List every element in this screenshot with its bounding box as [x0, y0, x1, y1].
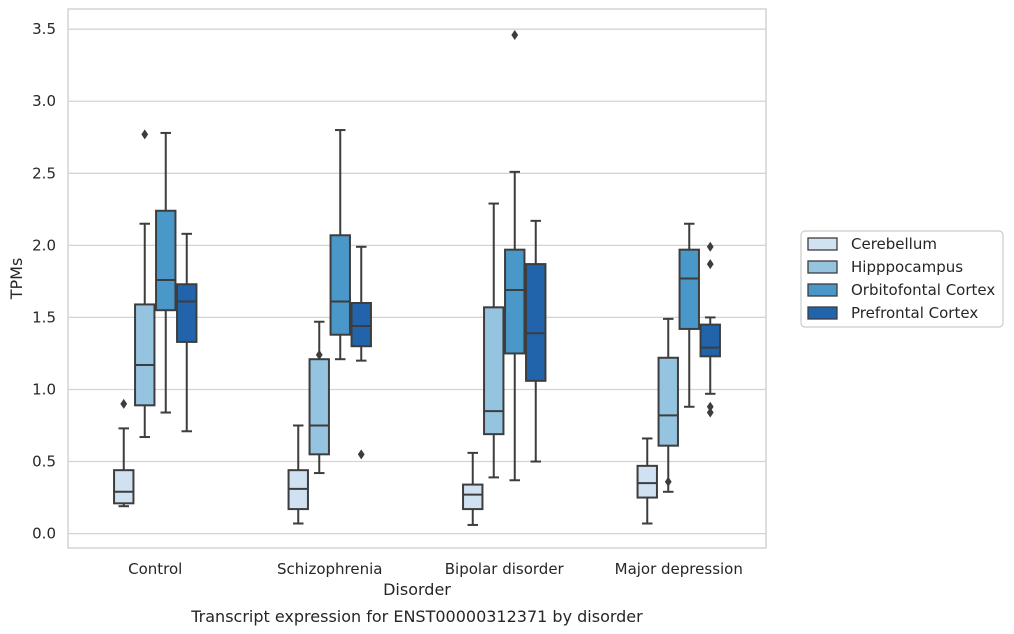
box-body [350, 302, 372, 348]
box-body [176, 283, 198, 343]
y-tick-label: 0.5 [32, 453, 56, 471]
box-cerebellum [636, 437, 658, 525]
outlier-point [315, 349, 323, 360]
outlier-point [664, 476, 672, 487]
box-orbitofontal-cortex [155, 131, 177, 414]
outlier-point [706, 407, 714, 418]
x-tick-label: Schizophrenia [277, 560, 382, 578]
x-axis-ticks: Control Schizophrenia Bipolar disorder Majo… [128, 560, 743, 578]
legend-label: Cerebellum [851, 235, 937, 253]
legend-label: Prefrontal Cortex [851, 304, 978, 322]
outlier-point [120, 398, 128, 409]
box-prefrontal-cortex [350, 245, 372, 460]
box-body [504, 248, 526, 355]
y-tick-label: 2.5 [32, 164, 56, 182]
legend-swatch [807, 237, 838, 251]
legend-label: Orbitofontal Cortex [851, 281, 995, 299]
y-axis-label: TPMs [7, 258, 26, 301]
box-body [657, 356, 679, 447]
box-prefrontal-cortex [176, 232, 198, 433]
y-tick-label: 1.0 [32, 380, 56, 398]
box-body [636, 464, 658, 499]
box-body [699, 323, 721, 358]
box-body [329, 234, 351, 336]
x-tick-label: Major depression [615, 560, 743, 578]
legend: Cerebellum Hipppocampus Orbitofontal Corte… [800, 230, 1004, 328]
box-body [134, 303, 156, 407]
box-orbitofontal-cortex [504, 29, 526, 482]
box-cerebellum [287, 424, 309, 525]
box-orbitofontal-cortex [678, 222, 700, 408]
legend-frame [800, 230, 1004, 328]
legend-swatch [807, 283, 838, 297]
plot-frame [67, 8, 767, 549]
y-axis-ticks: 0.0 0.5 1.0 1.5 2.0 2.5 3.0 3.5 [32, 20, 56, 542]
box-prefrontal-cortex [525, 219, 547, 463]
box-hipppocampus [483, 202, 505, 479]
outlier-point [706, 401, 714, 412]
y-tick-label: 3.0 [32, 92, 56, 110]
outlier-point [141, 129, 149, 140]
x-tick-label: Bipolar disorder [445, 560, 565, 578]
outlier-point [706, 259, 714, 270]
box-cerebellum [113, 398, 135, 508]
box-hipppocampus [308, 320, 330, 475]
box-body [462, 483, 484, 511]
legend-swatch [807, 306, 838, 320]
legend-label: Hipppocampus [851, 258, 963, 276]
outlier-point [511, 29, 519, 40]
box-prefrontal-cortex [699, 241, 721, 418]
y-tick-label: 2.0 [32, 236, 56, 254]
y-tick-label: 3.5 [32, 20, 56, 38]
box-orbitofontal-cortex [329, 129, 351, 361]
x-tick-label: Control [128, 560, 182, 578]
y-tick-label: 0.0 [32, 525, 56, 543]
box-body [483, 306, 505, 436]
box-body [113, 469, 135, 505]
box-hipppocampus [657, 317, 679, 493]
box-hipppocampus [134, 129, 156, 439]
box-body [155, 209, 177, 312]
x-axis-label: Disorder [383, 580, 451, 599]
box-cerebellum [462, 451, 484, 526]
box-body [525, 263, 547, 382]
y-tick-label: 1.5 [32, 308, 56, 326]
outlier-point [357, 449, 365, 460]
outlier-point [706, 241, 714, 252]
box-body [678, 248, 700, 330]
chart-title: Transcript expression for ENST0000031237… [190, 607, 643, 626]
boxplot-series [113, 29, 721, 526]
box-body [308, 358, 330, 456]
legend-swatch [807, 260, 838, 274]
